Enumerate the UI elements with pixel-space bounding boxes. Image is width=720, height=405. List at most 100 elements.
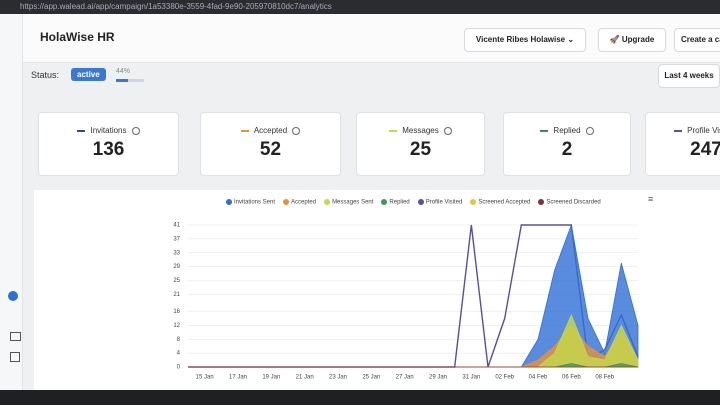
x-tick-label: 27 Jan xyxy=(396,375,414,381)
y-tick-label: 37 xyxy=(173,236,180,242)
stat-card: Profile Visi 247 xyxy=(645,112,720,176)
upgrade-label: Upgrade xyxy=(621,35,655,44)
stat-card: Messages 25 xyxy=(356,112,485,176)
stat-card: Invitations 136 xyxy=(38,112,179,176)
stat-label-row: Invitations xyxy=(39,126,178,135)
info-icon xyxy=(585,126,594,135)
legend-label: Screened Accepted xyxy=(478,199,531,206)
legend-item[interactable]: Profile Visited xyxy=(417,199,463,206)
stat-label: Invitations xyxy=(90,126,127,135)
area xyxy=(188,314,639,368)
legend-dot xyxy=(226,199,232,205)
stat-card: Accepted 52 xyxy=(200,112,341,176)
info-icon xyxy=(292,126,301,135)
stat-label-row: Messages xyxy=(357,126,484,135)
range-select[interactable]: Last 4 weeks xyxy=(658,64,720,88)
x-tick-label: 06 Feb xyxy=(562,375,581,381)
create-button[interactable]: Create a ca xyxy=(674,28,720,52)
page-title: HolaWise HR xyxy=(40,30,115,44)
x-tick-label: 23 Jan xyxy=(329,375,347,381)
account-name: Vicente Ribes Holawise xyxy=(475,35,566,44)
range-label: Last 4 weeks xyxy=(664,71,714,80)
stat-label-row: Accepted xyxy=(201,126,340,135)
browser-bar: https://app.walead.ai/app/campaign/1a533… xyxy=(0,0,720,14)
y-tick-label: 33 xyxy=(173,250,180,256)
x-tick-label: 31 Jan xyxy=(462,375,480,381)
y-tick-label: 41 xyxy=(173,223,180,229)
account-select[interactable]: Vicente Ribes Holawise ⌄ xyxy=(464,28,586,52)
legend-label: Replied xyxy=(389,199,410,206)
nav-icon[interactable] xyxy=(10,352,20,362)
chart-menu[interactable]: ≡ xyxy=(648,194,654,204)
stat-label: Profile Visi xyxy=(687,126,720,135)
x-tick-label: 15 Jan xyxy=(196,375,214,381)
x-tick-label: 17 Jan xyxy=(229,375,247,381)
x-tick-label: 19 Jan xyxy=(262,375,280,381)
legend-label: Profile Visited xyxy=(425,199,463,206)
status-badge: active xyxy=(71,68,106,81)
x-tick-label: 02 Feb xyxy=(495,375,514,381)
upgrade-button[interactable]: 🚀 Upgrade xyxy=(598,28,666,52)
legend-label: Messages Sent xyxy=(332,199,374,206)
stat-value: 247 xyxy=(690,139,720,160)
legend-label: Accepted xyxy=(291,199,317,206)
stat-label-row: Profile Visi xyxy=(646,126,720,135)
x-tick-label: 08 Feb xyxy=(595,375,614,381)
legend-dot xyxy=(381,199,388,205)
x-tick-label: 25 Jan xyxy=(362,375,380,381)
stat-card: Replied 2 xyxy=(503,112,631,176)
stat-dash xyxy=(674,129,683,132)
add-icon[interactable] xyxy=(8,291,18,301)
status-label: Status: xyxy=(31,70,60,80)
y-tick-label: 25 xyxy=(173,278,180,284)
url[interactable]: https://app.walead.ai/app/campaign/1a533… xyxy=(20,2,332,11)
legend-dot xyxy=(470,199,477,205)
x-tick-label: 21 Jan xyxy=(296,375,314,381)
legend-item[interactable]: Replied xyxy=(381,199,410,206)
stat-label-row: Replied xyxy=(504,126,630,135)
legend-item[interactable]: Accepted xyxy=(283,199,316,206)
nav-icon[interactable] xyxy=(10,332,21,341)
y-tick-label: 4 xyxy=(177,351,181,357)
y-tick-label: 0 xyxy=(177,365,181,371)
stat-label: Messages xyxy=(402,126,439,135)
info-icon xyxy=(443,126,452,135)
legend-item[interactable]: Screened Discarded xyxy=(538,199,601,206)
stat-label: Replied xyxy=(553,126,581,135)
info-icon xyxy=(131,126,140,135)
y-tick-label: 16 xyxy=(173,309,180,315)
stat-dash xyxy=(540,129,549,132)
progress-label: 44% xyxy=(116,68,131,75)
stat-dash xyxy=(389,129,398,132)
stat-value: 25 xyxy=(409,139,432,160)
x-tick-label: 04 Feb xyxy=(529,375,548,381)
legend-dot xyxy=(538,199,545,205)
stat-label: Accepted xyxy=(253,126,288,135)
legend: Invitations Sent Accepted Messages Sent Rep… xyxy=(226,199,626,206)
progress-fill xyxy=(116,79,128,82)
sidebar xyxy=(0,14,23,390)
legend-dot xyxy=(324,199,331,205)
stat-dash xyxy=(240,129,249,132)
legend-item[interactable]: Invitations Sent xyxy=(226,199,275,206)
x-tick-label: 29 Jan xyxy=(429,375,447,381)
create-label: Create a ca xyxy=(681,35,720,44)
y-tick-label: 8 xyxy=(177,337,181,343)
y-tick-label: 21 xyxy=(173,292,180,298)
legend-item[interactable]: Screened Accepted xyxy=(470,199,530,206)
legend-dot xyxy=(283,199,290,205)
y-tick-label: 29 xyxy=(173,264,180,270)
stat-value: 52 xyxy=(259,139,282,160)
stat-value: 136 xyxy=(92,139,125,160)
legend-dot xyxy=(417,199,424,205)
legend-item[interactable]: Messages Sent xyxy=(324,199,373,206)
stat-dash xyxy=(77,129,86,132)
legend-label: Invitations Sent xyxy=(234,199,276,206)
progress-track xyxy=(116,79,144,82)
stat-value: 2 xyxy=(561,139,573,160)
taskbar xyxy=(0,390,720,405)
y-tick-label: 12 xyxy=(173,323,180,329)
legend-label: Screened Discarded xyxy=(546,199,601,206)
